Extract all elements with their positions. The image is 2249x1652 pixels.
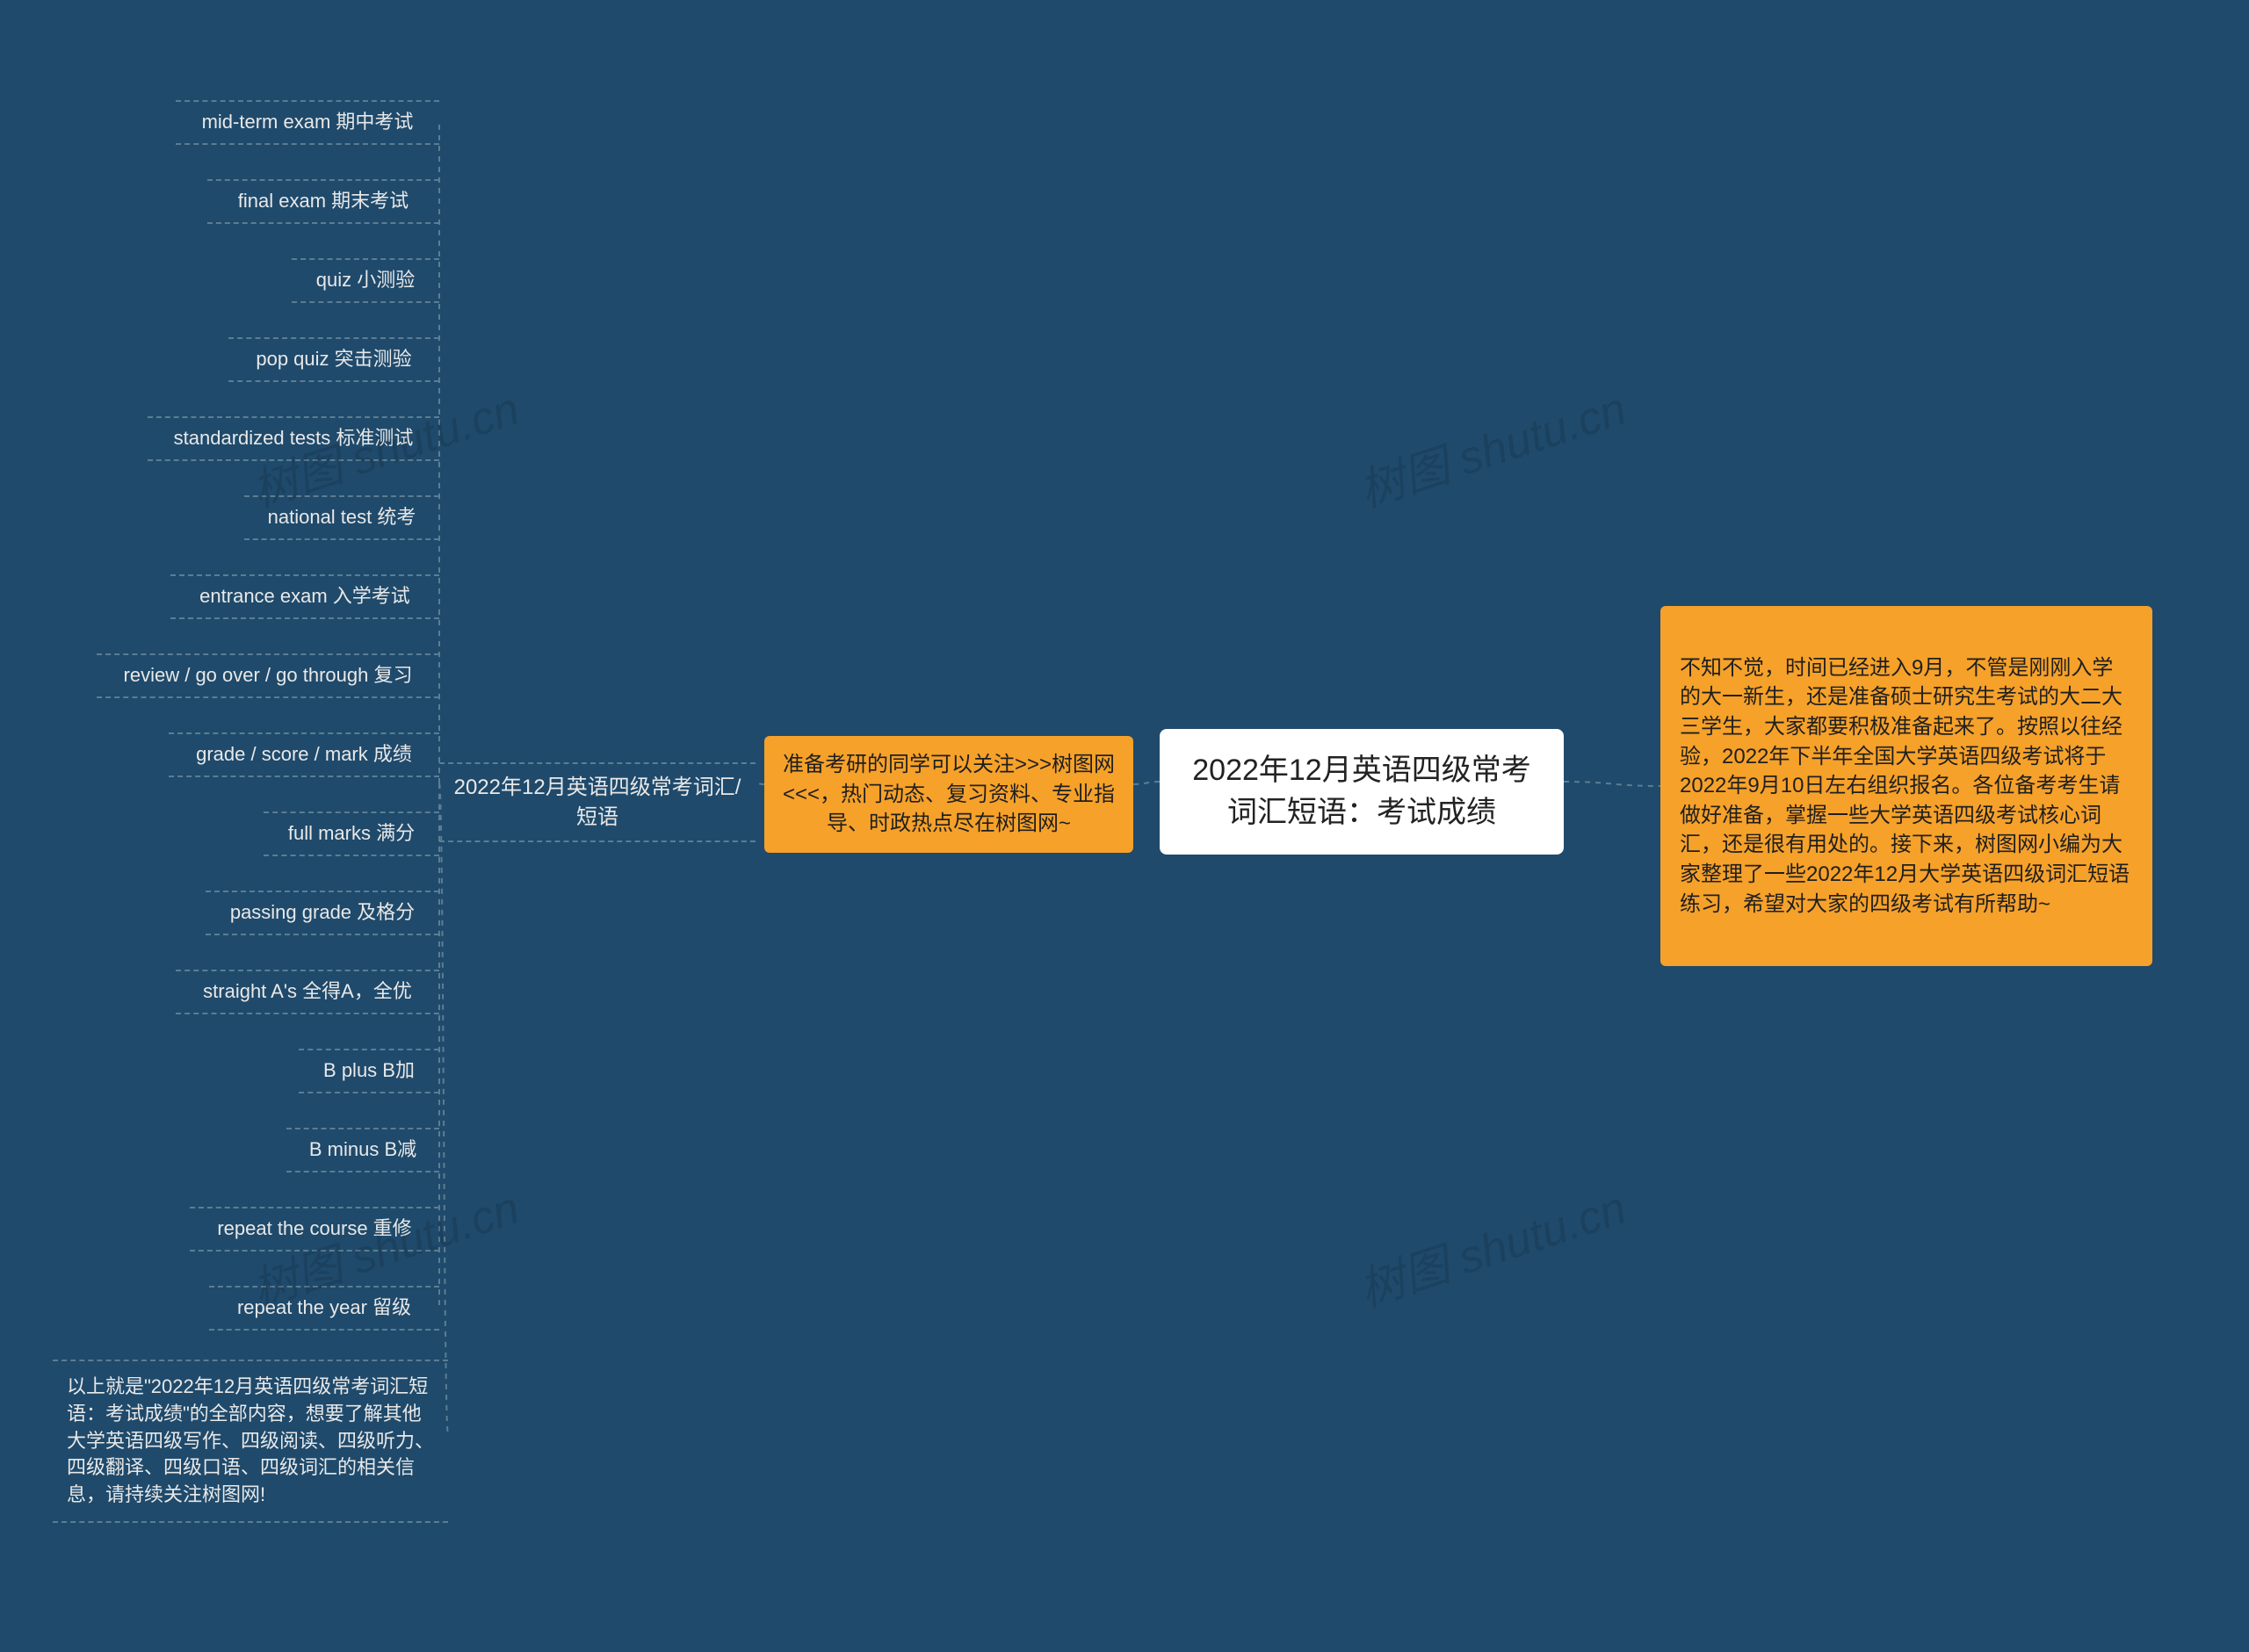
leaf-label: review / go over / go through 复习: [124, 662, 413, 689]
leaf-label: mid-term exam 期中考试: [202, 109, 414, 136]
leaf-node[interactable]: B plus B加: [299, 1049, 439, 1093]
leaf-node[interactable]: B minus B减: [286, 1128, 439, 1172]
leaf-label: national test 统考: [268, 504, 416, 531]
leaf-node[interactable]: repeat the course 重修: [190, 1207, 439, 1252]
intro-node[interactable]: 不知不觉，时间已经进入9月，不管是刚刚入学的大一新生，还是准备硕士研究生考试的大…: [1660, 606, 2152, 966]
leaf-node[interactable]: national test 统考: [244, 495, 439, 540]
footer-node[interactable]: 以上就是"2022年12月英语四级常考词汇短语：考试成绩"的全部内容，想要了解其…: [53, 1360, 448, 1523]
root-node[interactable]: 2022年12月英语四级常考词汇短语：考试成绩: [1160, 729, 1564, 855]
leaf-node[interactable]: straight A's 全得A，全优: [176, 970, 439, 1014]
root-label: 2022年12月英语四级常考词汇短语：考试成绩: [1184, 750, 1539, 833]
leaf-node[interactable]: grade / score / mark 成绩: [169, 732, 439, 777]
leaf-node[interactable]: final exam 期末考试: [207, 179, 439, 224]
leaf-node[interactable]: repeat the year 留级: [209, 1286, 439, 1331]
intro-text: 不知不觉，时间已经进入9月，不管是刚刚入学的大一新生，还是准备硕士研究生考试的大…: [1680, 653, 2133, 919]
leaf-node[interactable]: mid-term exam 期中考试: [176, 100, 439, 145]
category-node[interactable]: 2022年12月英语四级常考词汇/短语: [439, 762, 756, 842]
watermark: 树图 shutu.cn: [1349, 372, 1633, 520]
leaf-label: quiz 小测验: [316, 267, 415, 294]
leaf-label: B plus B加: [323, 1057, 415, 1085]
leaf-node[interactable]: pop quiz 突击测验: [228, 337, 439, 382]
leaf-node[interactable]: quiz 小测验: [292, 258, 439, 303]
watermark: 树图 shutu.cn: [1349, 1171, 1633, 1319]
leaf-label: standardized tests 标准测试: [174, 425, 414, 452]
leaf-label: full marks 满分: [288, 820, 415, 848]
leaf-label: B minus B减: [309, 1136, 416, 1164]
leaf-label: entrance exam 入学考试: [199, 583, 410, 610]
leaf-label: grade / score / mark 成绩: [196, 741, 412, 768]
leaf-node[interactable]: full marks 满分: [264, 812, 439, 856]
leaf-label: pop quiz 突击测验: [256, 346, 411, 373]
leaf-node[interactable]: standardized tests 标准测试: [148, 416, 439, 461]
leaf-node[interactable]: passing grade 及格分: [206, 891, 439, 935]
leaf-node[interactable]: review / go over / go through 复习: [97, 653, 439, 698]
leaf-label: straight A's 全得A，全优: [203, 978, 412, 1006]
category-label: 2022年12月英语四级常考词汇/短语: [445, 773, 750, 832]
guide-text: 准备考研的同学可以关注>>>树图网<<<，热门动态、复习资料、专业指导、时政热点…: [782, 750, 1116, 839]
leaf-label: repeat the course 重修: [217, 1216, 411, 1243]
leaf-label: final exam 期末考试: [238, 188, 409, 215]
leaf-node[interactable]: entrance exam 入学考试: [170, 574, 439, 619]
leaf-label: repeat the year 留级: [237, 1295, 411, 1322]
footer-text: 以上就是"2022年12月英语四级常考词汇短语：考试成绩"的全部内容，想要了解其…: [67, 1374, 434, 1509]
guide-node[interactable]: 准备考研的同学可以关注>>>树图网<<<，热门动态、复习资料、专业指导、时政热点…: [764, 736, 1133, 853]
leaf-label: passing grade 及格分: [230, 899, 415, 927]
